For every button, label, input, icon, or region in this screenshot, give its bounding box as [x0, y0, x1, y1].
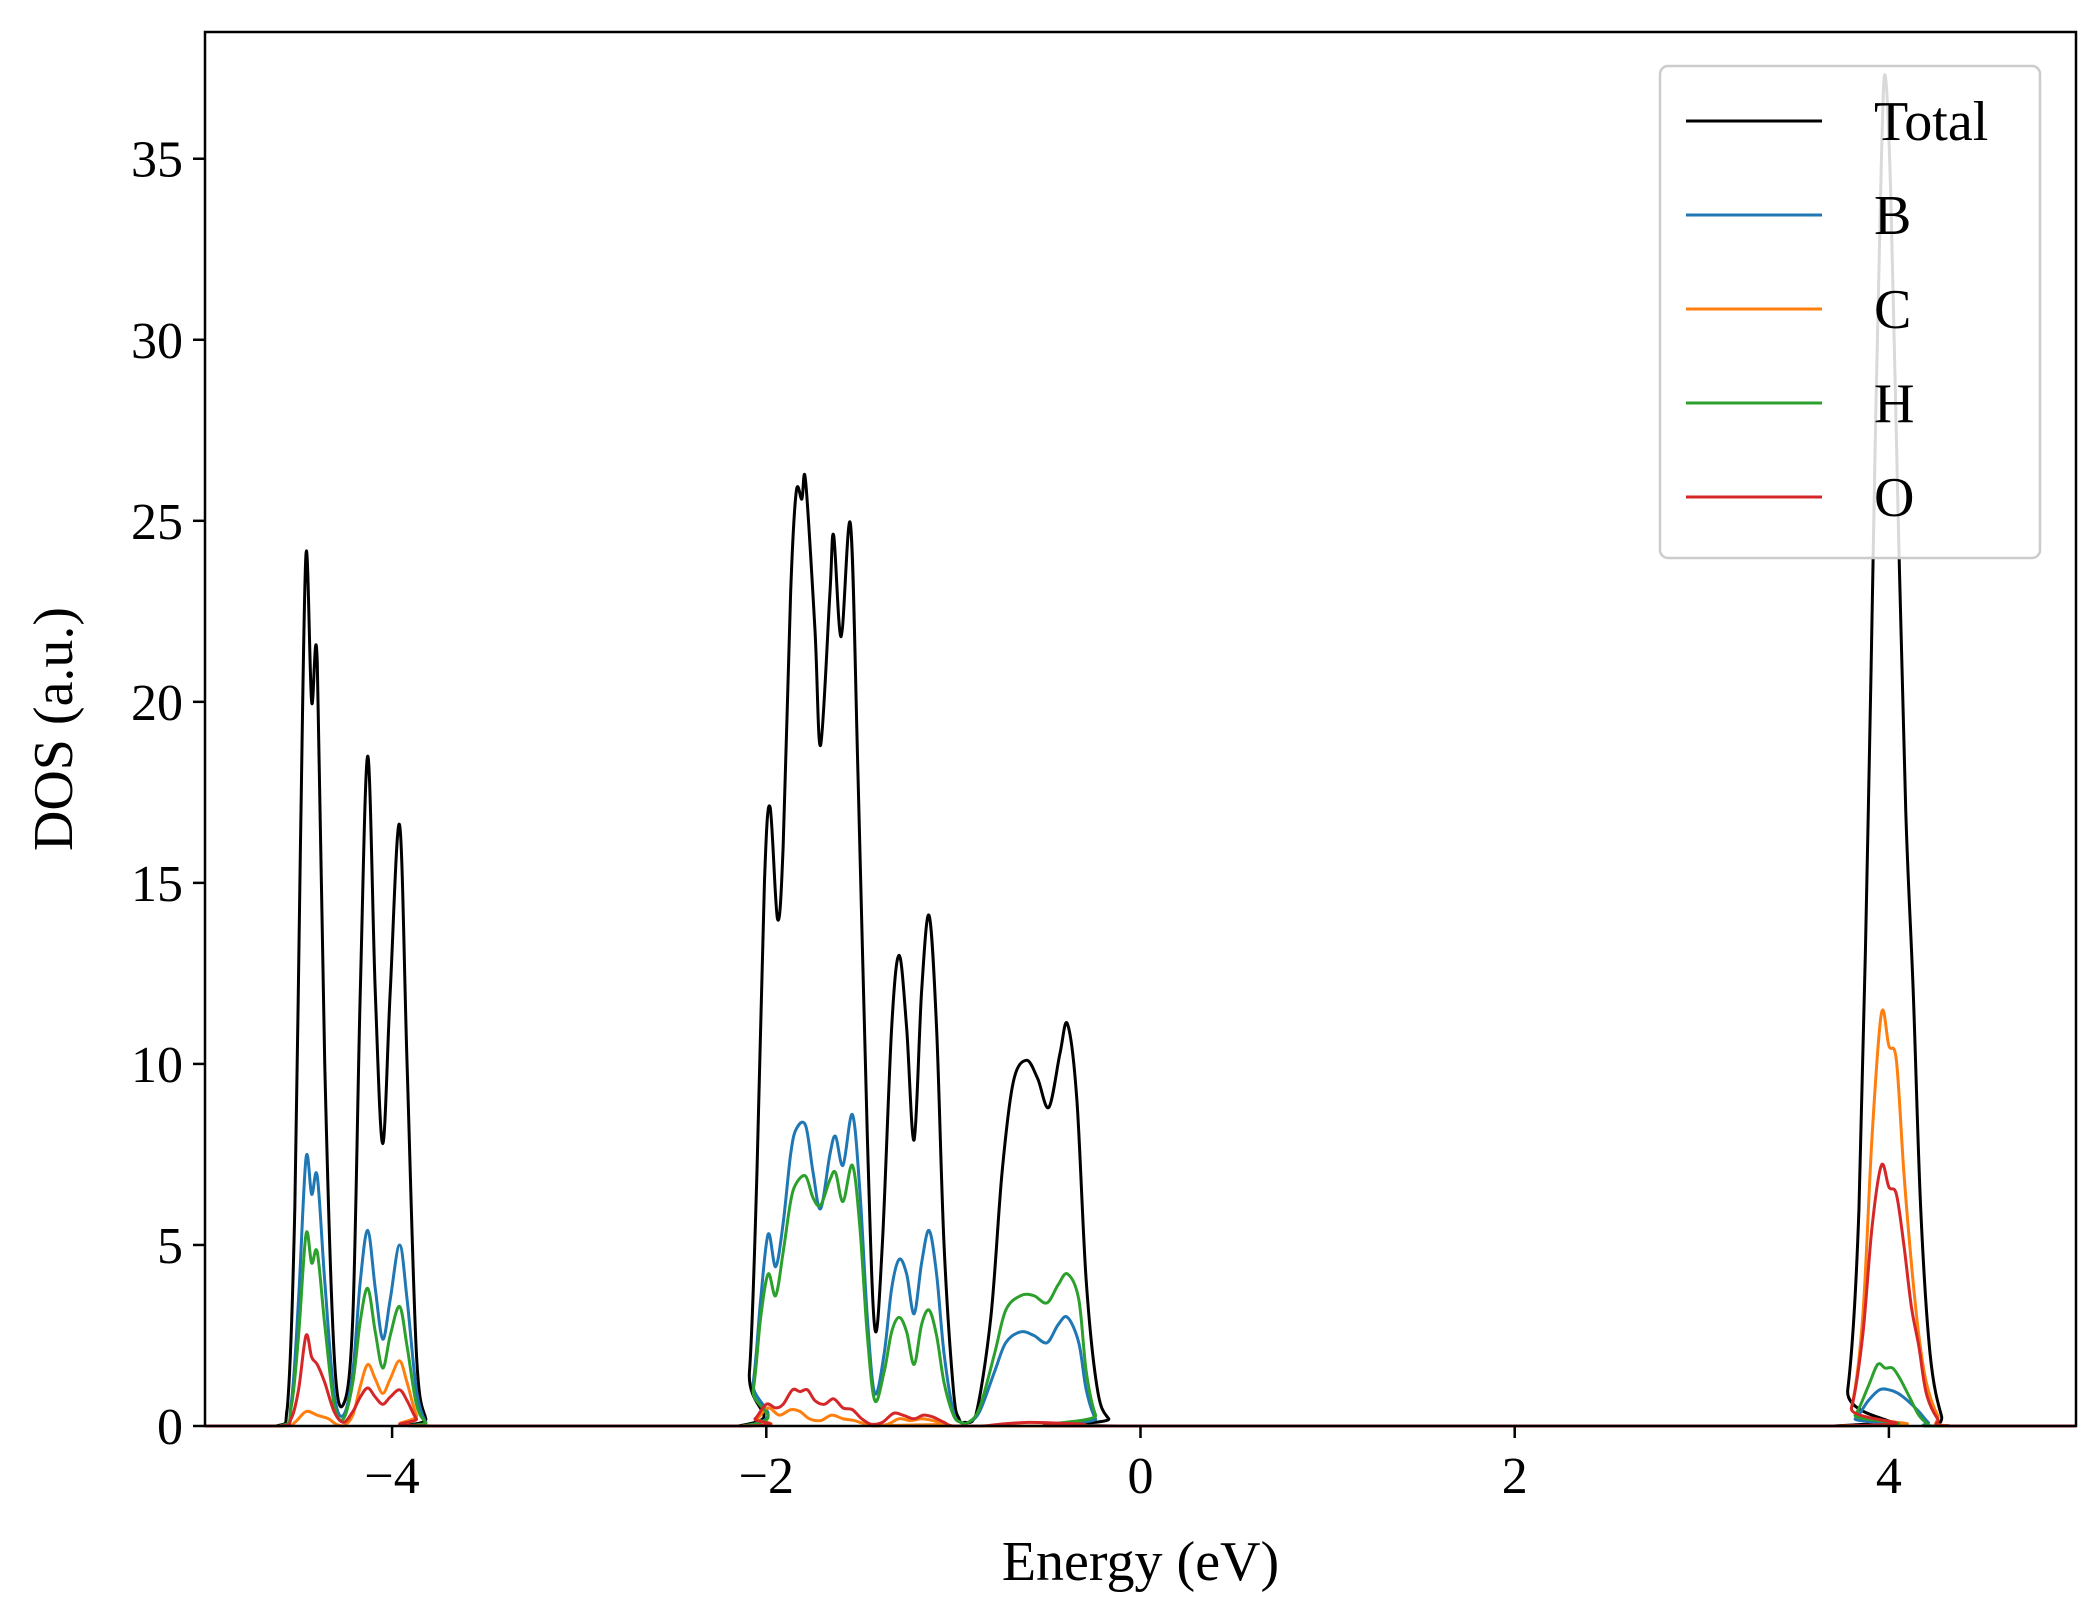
series-line-c	[205, 1008, 2076, 1428]
legend-label-total: Total	[1874, 91, 1988, 153]
x-tick-label: 2	[1502, 1448, 1528, 1505]
legend-label-o: O	[1874, 467, 1914, 529]
y-tick-label: 20	[131, 675, 183, 732]
series-line-total	[205, 73, 2076, 1428]
x-tick-label: 0	[1128, 1448, 1154, 1505]
x-tick-label: −2	[739, 1448, 794, 1505]
legend-label-c: C	[1874, 279, 1911, 341]
y-tick-label: 35	[131, 132, 183, 189]
y-tick-label: 10	[131, 1037, 183, 1094]
y-tick-label: 30	[131, 313, 183, 370]
y-tick-label: 5	[157, 1218, 183, 1275]
y-tick-label: 15	[131, 856, 183, 913]
y-tick-label: 0	[157, 1399, 183, 1456]
y-tick-label: 25	[131, 494, 183, 551]
ticks-layer: −4 −2 0 2 4 0 5 10 15 20 25 30 35	[131, 132, 1902, 1505]
legend-label-h: H	[1874, 373, 1914, 435]
series-line-o	[205, 1162, 2076, 1428]
x-tick-label: −4	[364, 1448, 419, 1505]
y-axis-label: DOS (a.u.)	[23, 607, 85, 851]
x-tick-label: 4	[1876, 1448, 1902, 1505]
x-axis-label: Energy (eV)	[1002, 1531, 1279, 1593]
legend-label-b: B	[1874, 185, 1911, 247]
series-layer	[205, 73, 2076, 1428]
legend-frame	[1658, 64, 2042, 560]
